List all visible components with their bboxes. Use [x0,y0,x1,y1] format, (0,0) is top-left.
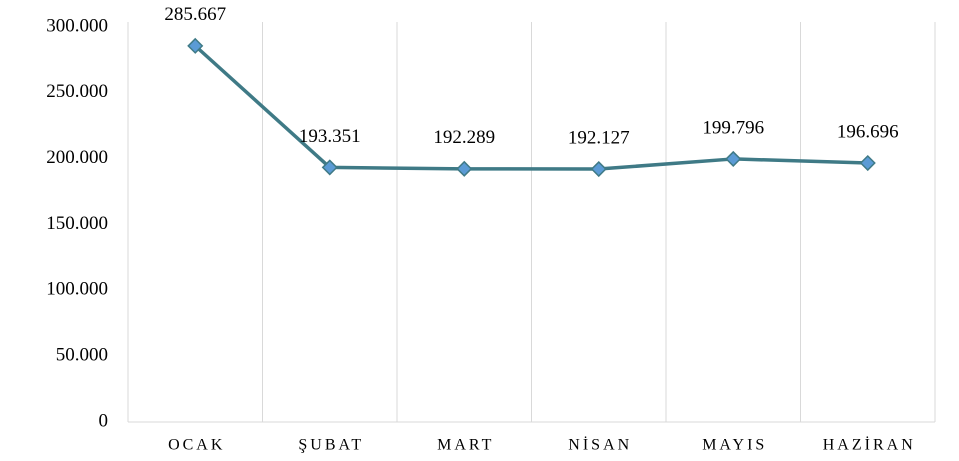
y-tick-label: 150.000 [46,213,108,234]
value-label: 199.796 [702,117,764,138]
value-label: 193.351 [299,126,361,147]
x-tick-label: NİSAN [568,436,632,454]
x-tick-label: MART [437,437,494,454]
marker [187,37,204,54]
value-label: 196.696 [837,121,899,142]
series-line [194,44,868,171]
y-tick-label: 0 [99,410,109,431]
marker [725,150,742,167]
x-tick-label: MAYIS [702,437,767,454]
value-label: 192.289 [433,127,495,148]
y-tick-label: 100.000 [46,279,108,300]
marker [321,159,338,176]
value-label: 192.127 [568,127,630,148]
x-tick-label: OCAK [168,437,225,454]
marker [859,154,876,172]
value-label: 285.667 [164,4,226,25]
y-tick-label: 300.000 [46,15,108,36]
x-tick-label: ŞUBAT [298,437,364,454]
y-tick-label: 200.000 [46,147,108,168]
marker [590,160,607,178]
y-tick-label: 250.000 [46,81,108,102]
y-tick-label: 50.000 [56,345,108,366]
x-tick-label: HAZİRAN [823,436,916,454]
marker [456,160,473,177]
